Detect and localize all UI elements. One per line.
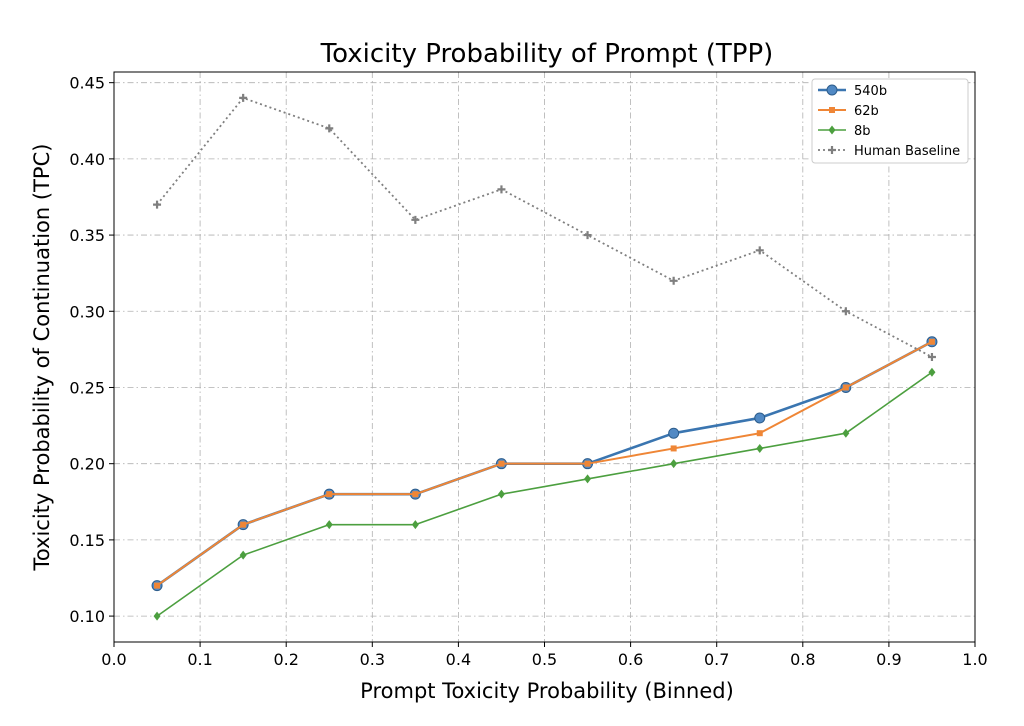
- legend-item: 62b: [818, 104, 879, 119]
- y-tick-label: 0.20: [69, 455, 105, 474]
- x-tick-label: 0.4: [446, 650, 471, 669]
- legend-marker: [829, 107, 835, 113]
- data-point: [411, 520, 419, 530]
- data-point: [497, 185, 506, 194]
- data-point: [927, 353, 936, 361]
- y-axis-label: Toxicity Probability of Continuation (TP…: [30, 144, 54, 572]
- x-tick-label: 0.6: [618, 650, 643, 669]
- legend-label: 540b: [854, 84, 887, 99]
- x-tick-label: 0.3: [360, 650, 385, 669]
- y-tick-label: 0.45: [69, 74, 105, 93]
- x-axis: 0.0 0.1 0.2 0.3 0.4 0.5 0.6 0.7 0.8 0.9 1.0: [101, 642, 988, 669]
- legend-marker: [828, 125, 836, 135]
- series-human-baseline: [153, 93, 936, 361]
- y-axis: 0.10 0.15 0.20 0.25 0.30 0.35 0.40 0.45: [69, 74, 114, 626]
- data-point: [756, 430, 763, 437]
- legend-marker: [828, 146, 836, 154]
- data-point: [326, 491, 333, 498]
- data-point: [583, 231, 592, 240]
- legend-label: 62b: [854, 104, 879, 119]
- y-tick-label: 0.30: [69, 302, 105, 321]
- data-point: [584, 460, 591, 467]
- data-point: [584, 474, 592, 484]
- series-62b: [154, 338, 935, 589]
- data-point: [754, 412, 766, 424]
- data-point: [239, 93, 248, 102]
- data-point: [153, 200, 162, 209]
- data-point: [755, 246, 764, 255]
- legend-item: Human Baseline: [818, 144, 960, 159]
- x-tick-label: 0.0: [101, 650, 126, 669]
- x-tick-label: 0.2: [273, 650, 298, 669]
- data-point: [240, 521, 247, 528]
- legend: 540b 62b 8b Human Baseline: [811, 78, 969, 164]
- data-point: [670, 459, 678, 469]
- x-tick-label: 1.0: [962, 650, 987, 669]
- data-point: [841, 307, 850, 316]
- data-point: [154, 582, 161, 589]
- data-point: [842, 428, 850, 438]
- data-point: [928, 338, 935, 345]
- data-point: [325, 124, 334, 133]
- data-point: [325, 520, 333, 530]
- y-tick-label: 0.15: [69, 531, 105, 550]
- data-point: [669, 276, 678, 285]
- x-tick-label: 0.9: [876, 650, 901, 669]
- data-point: [928, 367, 936, 377]
- legend-label: Human Baseline: [854, 144, 960, 159]
- legend-item: 540b: [818, 84, 887, 99]
- data-point: [412, 491, 419, 498]
- plot-area: [151, 93, 938, 621]
- data-point: [497, 489, 505, 499]
- y-tick-label: 0.35: [69, 226, 105, 245]
- x-tick-label: 0.7: [704, 650, 729, 669]
- data-point: [498, 460, 505, 467]
- legend-marker: [826, 84, 838, 96]
- x-tick-label: 0.5: [532, 650, 557, 669]
- data-point: [411, 215, 420, 224]
- y-tick-label: 0.10: [69, 607, 105, 626]
- data-point: [153, 611, 161, 621]
- legend-item: 8b: [818, 124, 871, 139]
- data-point: [239, 550, 247, 560]
- data-point: [756, 443, 764, 453]
- y-tick-label: 0.25: [69, 378, 105, 397]
- data-point: [668, 427, 680, 439]
- data-point: [670, 445, 677, 452]
- legend-label: 8b: [854, 124, 871, 139]
- series-8b: [153, 367, 936, 621]
- y-tick-label: 0.40: [69, 150, 105, 169]
- chart-title: Toxicity Probability of Prompt (TPP): [320, 39, 774, 69]
- data-point: [842, 384, 849, 391]
- series-line: [156, 340, 933, 587]
- x-axis-label: Prompt Toxicity Probability (Binned): [360, 679, 734, 703]
- legend-box: [811, 78, 969, 164]
- x-tick-label: 0.1: [187, 650, 212, 669]
- series-line: [156, 371, 933, 617]
- x-tick-label: 0.8: [790, 650, 815, 669]
